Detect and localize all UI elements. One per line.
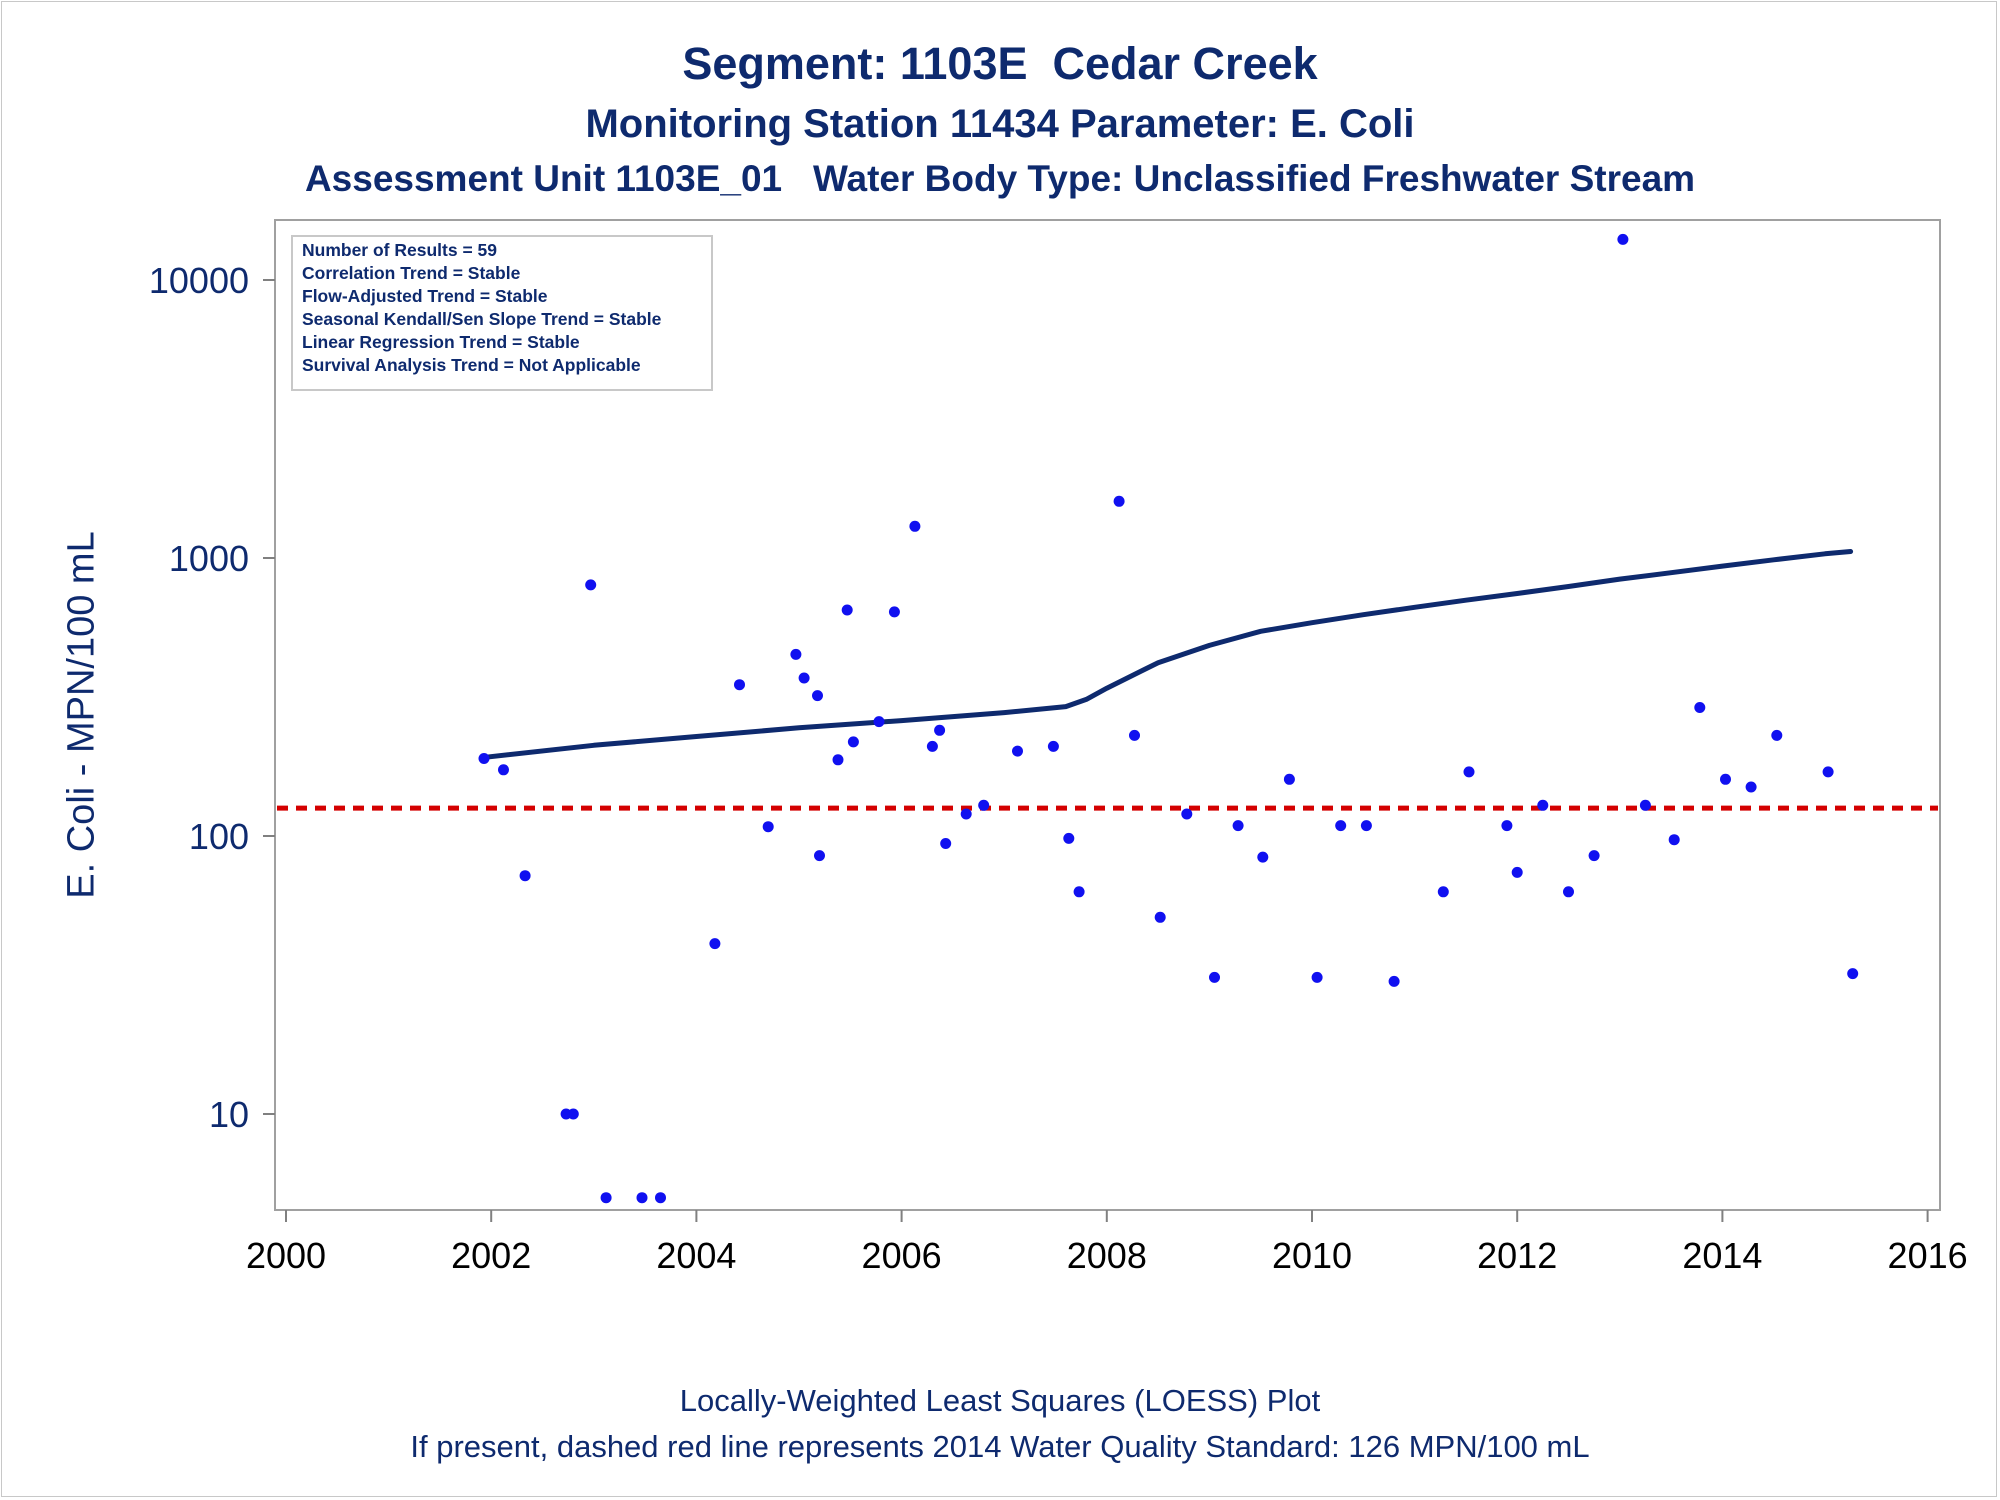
x-tick-label: 2006 [862,1235,942,1276]
y-tick-label: 10 [209,1094,249,1135]
chart-title: Segment: 1103E Cedar Creek [682,38,1318,89]
x-tick-label: 2000 [246,1235,326,1276]
data-point [1232,820,1244,832]
x-tick-label: 2002 [451,1235,531,1276]
data-point [734,679,745,691]
data-point [519,870,531,882]
data-point [1617,233,1629,245]
data-point [926,740,938,752]
data-point [1283,773,1295,785]
data-point [1511,866,1523,878]
data-point [814,850,825,862]
stats-box: Number of Results = 59 Correlation Trend … [291,235,713,391]
data-point [1639,799,1651,811]
data-point [1129,729,1140,741]
x-tick-label: 2014 [1682,1235,1762,1276]
data-point [1501,820,1513,832]
data-point [1154,911,1166,923]
data-point [1360,820,1372,832]
x-tick-label: 2016 [1888,1235,1968,1276]
y-tick-label: 1000 [169,538,249,579]
data-point [1563,886,1574,898]
data-point [1588,850,1600,862]
data-point [655,1192,666,1204]
data-point [841,604,853,616]
data-point [1388,975,1400,987]
x-tick-label: 2004 [656,1235,736,1276]
data-point [940,838,952,849]
data-point [636,1192,648,1204]
data-point [1257,851,1269,863]
data-point [478,753,490,764]
x-tick-label: 2008 [1067,1235,1147,1276]
data-point [847,736,859,748]
stats-line: Number of Results = 59 [302,240,497,260]
loess-line [483,549,1854,760]
footnote-standard: If present, dashed red line represents 2… [410,1429,1590,1464]
data-point [762,821,774,833]
data-point [1771,729,1783,741]
data-point [960,808,972,820]
data-point [1847,968,1859,980]
chart-subtitle-station: Monitoring Station 11434 Parameter: E. C… [585,102,1415,146]
stats-line: Correlation Trend = Stable [302,263,521,283]
chart-footnotes: Locally-Weighted Least Squares (LOESS) P… [0,1378,2000,1470]
data-point [1012,745,1023,757]
data-point [1537,799,1549,811]
data-point [1694,702,1706,713]
data-point [812,690,823,702]
stats-box-border [291,235,713,391]
y-axis: 10 100 1000 10000 [149,260,275,1135]
data-point [832,754,844,766]
data-point [567,1108,579,1120]
stats-line: Seasonal Kendall/Sen Slope Trend = Stabl… [302,309,662,329]
data-point [1745,781,1757,793]
y-tick-label: 100 [189,816,249,857]
data-point [909,520,921,532]
data-point [790,648,802,660]
data-point [1720,773,1731,785]
chart-marks [277,233,1938,1204]
data-point [1063,832,1075,844]
data-point [1335,820,1347,832]
chart-subtitle-assessment: Assessment Unit 1103E_01 Water Body Type… [304,158,1696,199]
data-point [1437,886,1449,898]
data-point [888,606,900,618]
data-point [585,579,597,591]
data-point [1822,766,1834,778]
data-point [498,764,509,776]
stats-line: Linear Regression Trend = Stable [302,332,580,352]
data-point [1047,740,1059,752]
y-axis-title: E. Coli - MPN/100 mL [60,531,102,898]
data-point [1181,808,1193,820]
data-point [798,672,810,684]
data-point [1668,834,1680,846]
stats-line: Survival Analysis Trend = Not Applicable [302,355,641,375]
data-point [934,724,946,736]
data-point [1073,886,1085,898]
data-point [873,716,885,728]
data-point [600,1192,612,1204]
data-point [978,799,990,811]
y-tick-label: 10000 [149,260,249,301]
data-point [1463,766,1475,778]
data-point [1113,495,1125,507]
x-tick-label: 2012 [1477,1235,1557,1276]
x-axis: 2000 2002 2004 2006 2008 2010 2012 2014 2016 [246,1210,1968,1276]
data-point [1209,971,1220,983]
x-tick-label: 2010 [1272,1235,1352,1276]
data-point [1311,971,1323,983]
data-point [709,938,721,950]
stats-line: Flow-Adjusted Trend = Stable [302,286,548,306]
footnote-loess: Locally-Weighted Least Squares (LOESS) P… [679,1383,1321,1418]
